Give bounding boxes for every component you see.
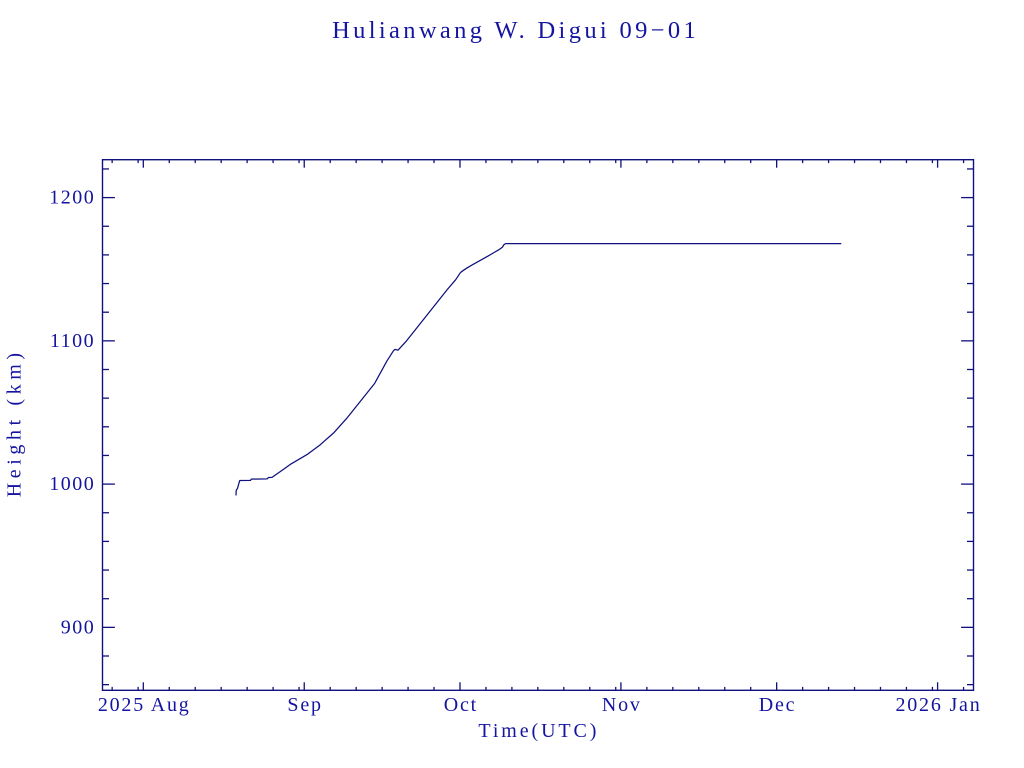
svg-text:1200: 1200 xyxy=(49,187,95,209)
svg-text:Oct: Oct xyxy=(444,694,478,716)
svg-text:Time(UTC): Time(UTC) xyxy=(478,720,599,742)
svg-text:Hulianwang W. Digui 09−01: Hulianwang W. Digui 09−01 xyxy=(332,17,699,44)
svg-text:Nov: Nov xyxy=(602,694,642,716)
svg-text:2025 Aug: 2025 Aug xyxy=(98,694,191,716)
svg-text:1100: 1100 xyxy=(50,330,95,352)
svg-text:Sep: Sep xyxy=(287,694,322,716)
svg-text:Dec: Dec xyxy=(759,694,797,716)
svg-text:2026 Jan: 2026 Jan xyxy=(895,694,981,716)
svg-text:1000: 1000 xyxy=(49,473,95,495)
svg-text:900: 900 xyxy=(61,616,96,638)
svg-text:Height (km): Height (km) xyxy=(4,348,26,497)
